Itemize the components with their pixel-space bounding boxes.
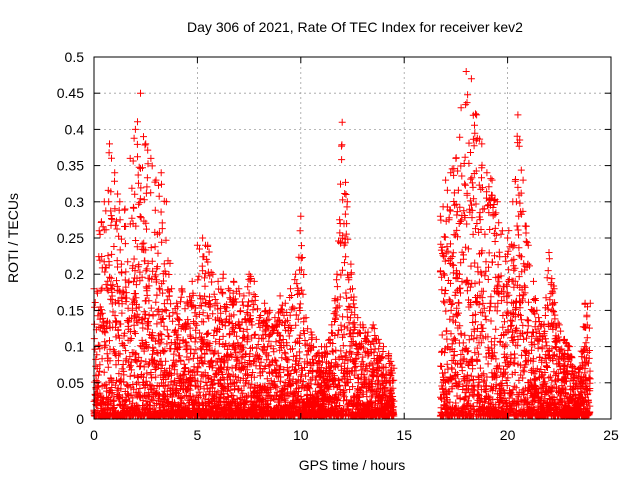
y-tick-label: 0.2: [65, 266, 85, 282]
roti-marker-path: [90, 68, 594, 420]
y-tick-label: 0.1: [65, 339, 85, 355]
x-tick-label: 0: [90, 427, 98, 443]
chart-title: Day 306 of 2021, Rate Of TEC Index for r…: [187, 19, 523, 35]
y-tick-label: 0.15: [57, 302, 84, 318]
y-tick-label: 0.25: [57, 230, 84, 246]
y-tick-label: 0.35: [57, 158, 84, 174]
y-tick-label: 0.45: [57, 85, 84, 101]
x-tick-label: 10: [293, 427, 309, 443]
y-axis-label: ROTI / TECUs: [5, 193, 21, 283]
y-tick-label: 0: [76, 411, 84, 427]
roti-data-points: [90, 68, 594, 420]
y-tick-label: 0.05: [57, 375, 84, 391]
y-tick-label: 0.5: [65, 49, 85, 65]
x-tick-label: 25: [603, 427, 619, 443]
y-tick-label: 0.3: [65, 194, 85, 210]
x-tick-label: 5: [194, 427, 202, 443]
x-tick-label: 20: [500, 427, 516, 443]
x-axis-tick-labels: 0 5 10 15 20 25: [90, 427, 619, 443]
y-axis-tick-labels: 0 0.05 0.1 0.15 0.2 0.25 0.3 0.35 0.4 0.45 0.5: [57, 49, 84, 427]
axis-ticks: [93, 56, 612, 420]
x-axis-label: GPS time / hours: [299, 457, 406, 473]
y-tick-label: 0.4: [65, 121, 85, 137]
x-tick-label: 15: [396, 427, 412, 443]
